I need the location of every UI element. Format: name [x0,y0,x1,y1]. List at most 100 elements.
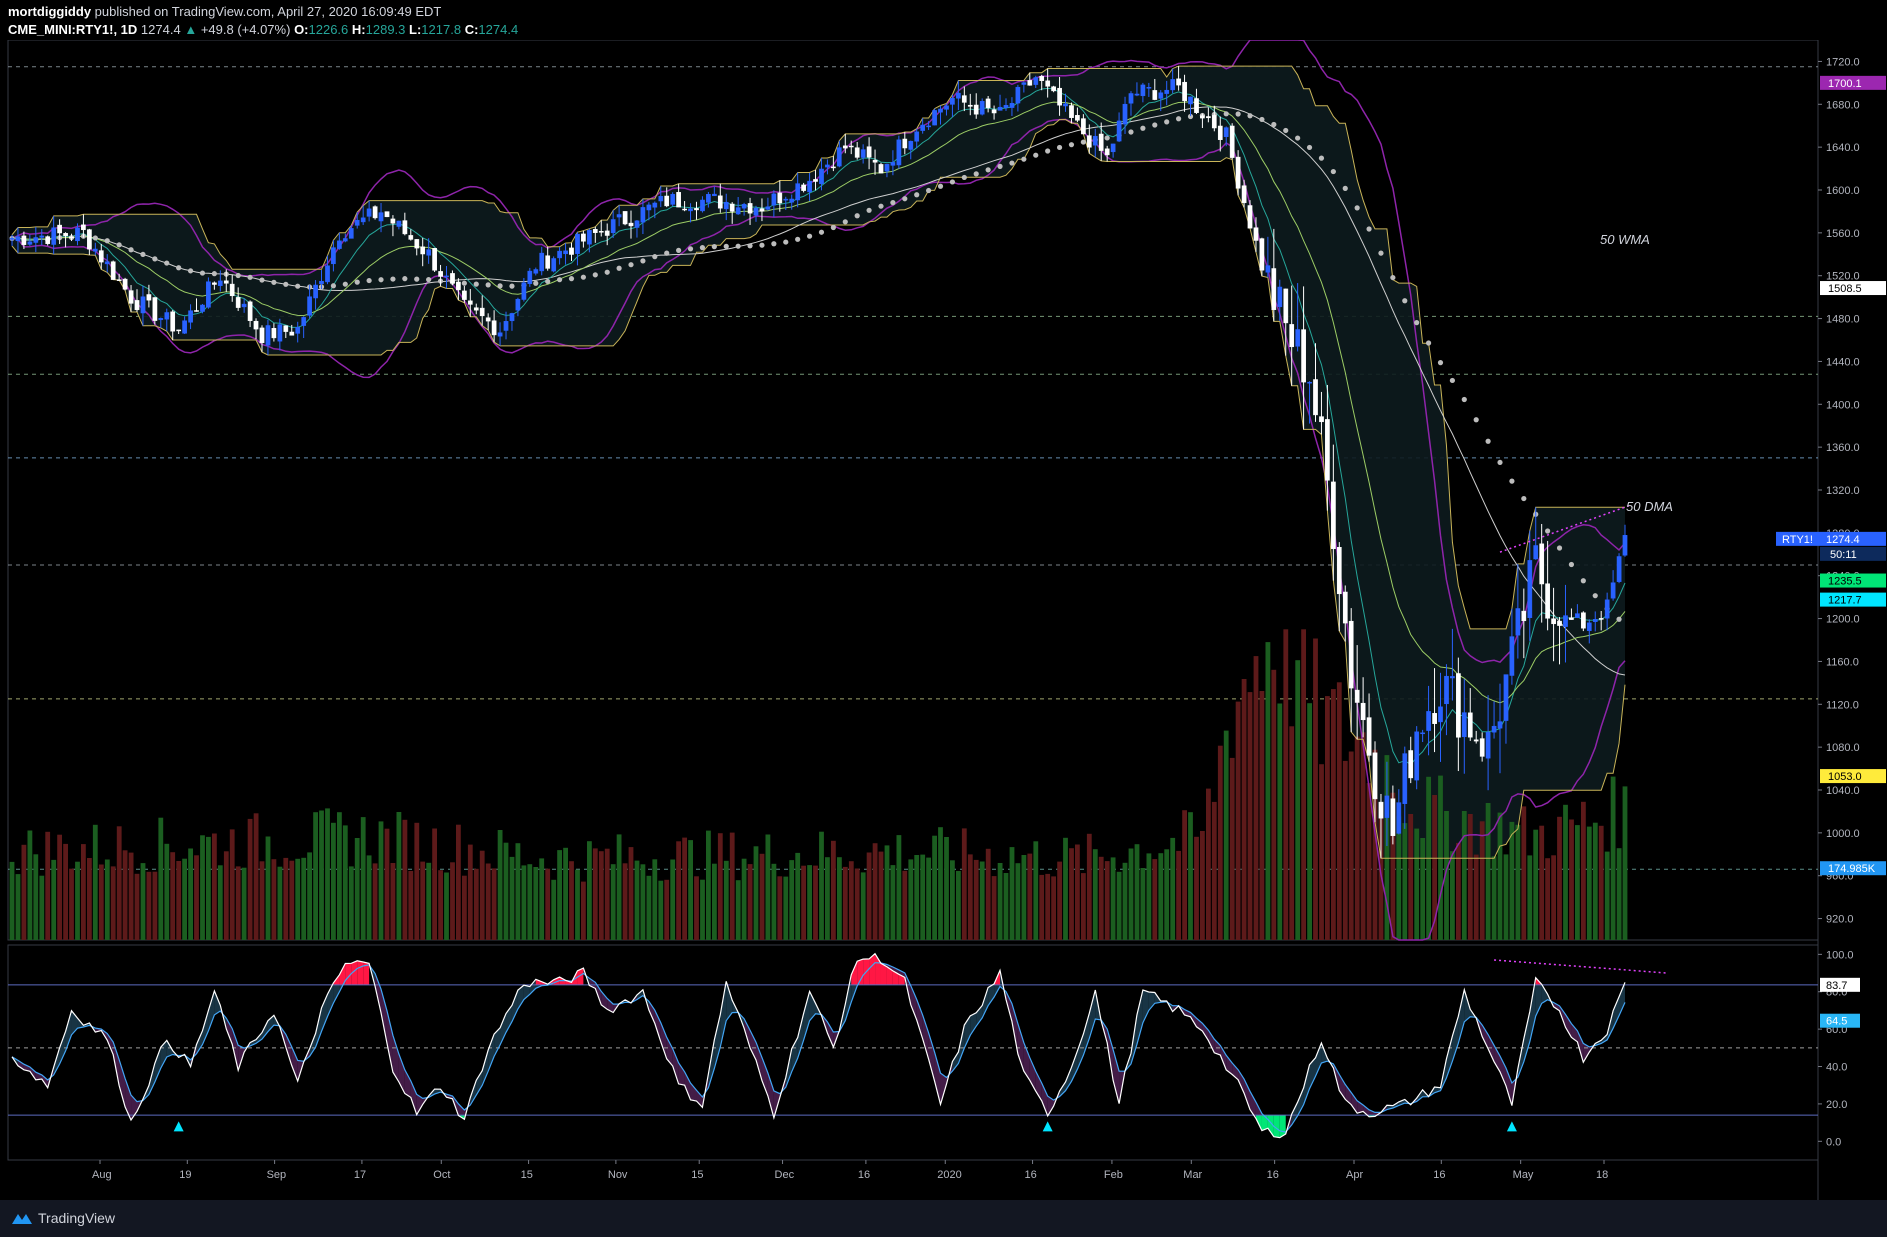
candle-body[interactable] [390,218,396,224]
candle-body[interactable] [1206,116,1211,119]
author-name[interactable]: mortdiggiddy [8,4,92,19]
candle-body[interactable] [920,124,926,131]
candle-body[interactable] [217,280,223,286]
candle-body[interactable] [39,235,45,238]
candle-body[interactable] [1557,620,1562,626]
candle-body[interactable] [1473,739,1479,742]
candle-body[interactable] [491,320,497,336]
candle-body[interactable] [206,281,211,308]
candle-body[interactable] [1551,618,1556,625]
candle-body[interactable] [640,207,646,223]
candle-body[interactable] [872,159,878,163]
candle-body[interactable] [956,92,961,99]
candle-body[interactable] [967,104,973,107]
candle-body[interactable] [539,252,545,272]
candle-body[interactable] [200,304,205,312]
candle-body[interactable] [1420,732,1425,735]
candle-body[interactable] [1128,93,1134,104]
candle-body[interactable] [1211,115,1217,129]
candle-body[interactable] [223,280,229,284]
candle-body[interactable] [1331,481,1336,550]
candle-body[interactable] [1563,615,1568,627]
candle-body[interactable] [1581,612,1586,629]
candle-body[interactable] [1027,80,1033,86]
candle-body[interactable] [128,290,134,304]
candle-body[interactable] [295,327,301,334]
candle-body[interactable] [729,203,735,212]
candle-body[interactable] [1170,79,1176,91]
candle-body[interactable] [616,214,622,218]
candle-body[interactable] [1092,135,1098,146]
candle-body[interactable] [1503,674,1509,721]
candle-body[interactable] [289,331,295,336]
candle-body[interactable] [1110,143,1116,153]
candle-body[interactable] [1444,675,1449,705]
candle-body[interactable] [1497,721,1503,729]
candle-body[interactable] [104,261,110,265]
candle-body[interactable] [81,224,86,231]
candle-body[interactable] [27,241,33,245]
candle-body[interactable] [212,282,217,285]
candle-body[interactable] [1104,148,1110,156]
candle-body[interactable] [819,168,824,185]
candle-body[interactable] [866,146,872,158]
candle-body[interactable] [1081,118,1086,135]
candle-body[interactable] [1188,96,1193,105]
candle-body[interactable] [890,162,896,166]
candle-body[interactable] [1063,103,1068,107]
candle-body[interactable] [456,281,461,291]
candle-body[interactable] [1438,706,1443,723]
candle-body[interactable] [182,320,187,334]
candle-body[interactable] [646,204,652,211]
candle-body[interactable] [92,248,98,252]
candle-body[interactable] [1289,324,1295,348]
candle-body[interactable] [396,220,402,227]
candle-body[interactable] [116,279,122,281]
candle-body[interactable] [1045,80,1051,87]
candle-body[interactable] [1313,379,1318,416]
candle-body[interactable] [21,235,27,245]
candle-body[interactable] [1319,416,1324,423]
candle-body[interactable] [1610,582,1616,599]
candle-body[interactable] [902,138,908,149]
candle-body[interactable] [438,271,443,277]
candle-body[interactable] [1140,84,1146,97]
candle-body[interactable] [765,206,771,210]
candle-body[interactable] [1402,753,1408,804]
candle-body[interactable] [735,207,741,215]
candle-body[interactable] [1283,288,1289,324]
candle-body[interactable] [1033,77,1039,85]
candle-body[interactable] [836,147,842,167]
candle-body[interactable] [914,131,920,142]
candle-body[interactable] [1271,268,1277,310]
candle-body[interactable] [152,297,158,321]
candle-body[interactable] [1467,712,1473,738]
candle-body[interactable] [1122,103,1128,125]
candle-body[interactable] [658,196,664,202]
candle-body[interactable] [1009,103,1015,108]
candle-body[interactable] [1057,87,1062,106]
candle-body[interactable] [1616,556,1622,582]
candle-body[interactable] [122,278,128,290]
candle-body[interactable] [1158,92,1164,99]
candle-body[interactable] [98,250,104,263]
candle-body[interactable] [759,208,765,212]
candle-body[interactable] [33,237,39,243]
candle-body[interactable] [63,233,68,237]
candle-body[interactable] [354,219,360,226]
candle-body[interactable] [682,208,687,211]
candle-body[interactable] [158,318,164,321]
candle-body[interactable] [979,101,985,115]
candle-body[interactable] [813,179,818,182]
candle-body[interactable] [110,261,116,280]
candle-body[interactable] [1069,105,1074,118]
candle-body[interactable] [1414,731,1420,781]
candle-body[interactable] [1200,115,1205,119]
candle-body[interactable] [9,238,15,240]
candle-body[interactable] [1527,560,1533,618]
candle-body[interactable] [777,192,783,204]
candle-body[interactable] [842,145,848,149]
candle-body[interactable] [723,201,729,210]
candle-body[interactable] [1217,125,1223,140]
candle-body[interactable] [1039,76,1045,81]
